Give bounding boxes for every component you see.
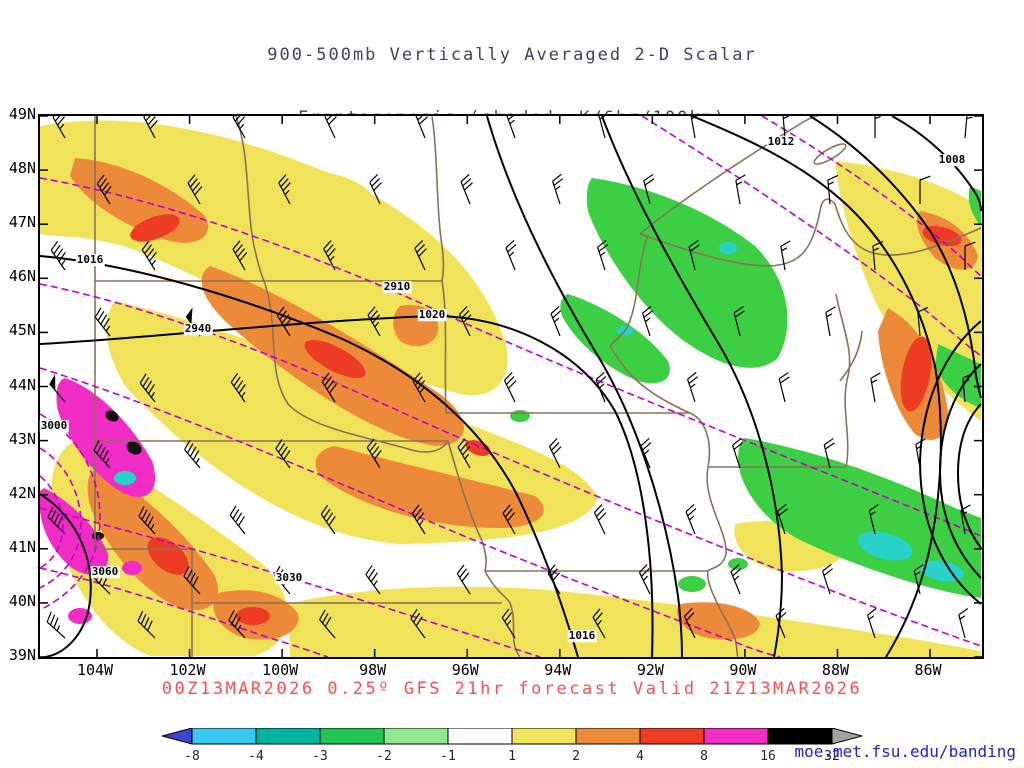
contour-label: 1020 — [417, 308, 447, 322]
credit-link[interactable]: moe.met.fsu.edu/banding — [794, 742, 1016, 761]
lon-tick-label: 92W — [636, 661, 664, 679]
svg-text:-8: -8 — [184, 749, 200, 764]
lat-tick-label: 41N — [8, 537, 36, 556]
wind-barb-layer — [46, 116, 976, 639]
lon-tick-label: 86W — [914, 661, 942, 679]
map-frame: 1016 2940 2910 1020 1012 1008 3000 3060 3030 1016 — [38, 114, 984, 659]
colorbar: -8 -4 -3 -2 -1 1 2 4 8 16 32 — [160, 727, 864, 768]
lat-tick-label: 47N — [8, 213, 36, 232]
lat-tick-label: 40N — [8, 591, 36, 610]
title-line-1: 900-500mb Vertically Averaged 2-D Scalar — [267, 45, 757, 65]
lon-tick-label: 98W — [359, 661, 387, 679]
lat-tick-label: 45N — [8, 321, 36, 340]
contour-label: 1016 — [567, 629, 597, 643]
lon-tick-label: 94W — [544, 661, 572, 679]
svg-text:32: 32 — [824, 749, 840, 764]
lon-tick-label: 88W — [821, 661, 850, 679]
lat-tick-label: 42N — [8, 483, 36, 502]
lat-tick-label: 43N — [8, 429, 36, 448]
lat-tick-label: 49N — [8, 105, 36, 123]
lat-tick-label: 44N — [8, 375, 36, 394]
lon-tick-label: 90W — [729, 661, 757, 679]
lon-tick-label: 104W — [76, 661, 114, 679]
contour-label: 3030 — [274, 571, 304, 585]
svg-text:4: 4 — [636, 749, 644, 764]
svg-text:1: 1 — [508, 749, 516, 764]
state-borders-layer — [94, 116, 982, 657]
svg-text:-3: -3 — [312, 749, 328, 764]
svg-text:2: 2 — [572, 749, 580, 764]
svg-text:16: 16 — [760, 749, 776, 764]
contour-label: 2910 — [382, 280, 412, 294]
forecast-caption: 00Z13MAR2026 0.25º GFS 21hr forecast Val… — [161, 679, 863, 699]
lat-tick-label: 48N — [8, 159, 36, 178]
svg-text:-2: -2 — [376, 749, 392, 764]
lon-tick-label: 100W — [262, 661, 299, 679]
contour-label: 3060 — [90, 565, 120, 579]
contour-label: 1012 — [766, 135, 796, 149]
colorbar-scale: -8 -4 -3 -2 -1 1 2 4 8 16 32 — [160, 727, 864, 764]
map-canvas — [40, 116, 982, 657]
svg-text:8: 8 — [700, 749, 708, 764]
svg-text:-4: -4 — [248, 749, 264, 764]
lat-tick-label: 39N — [8, 646, 36, 664]
svg-text:-1: -1 — [440, 749, 456, 764]
frontogenesis-shading-layer — [40, 120, 981, 657]
lon-tick-label: 96W — [451, 661, 479, 679]
lon-tick-label: 102W — [169, 661, 206, 679]
contour-label: 1008 — [937, 153, 967, 167]
lat-tick-label: 46N — [8, 267, 36, 286]
axis-ticks — [40, 116, 982, 657]
contour-label: 3000 — [39, 419, 69, 433]
contour-label: 2940 — [183, 322, 213, 336]
contour-label: 1016 — [75, 253, 105, 267]
